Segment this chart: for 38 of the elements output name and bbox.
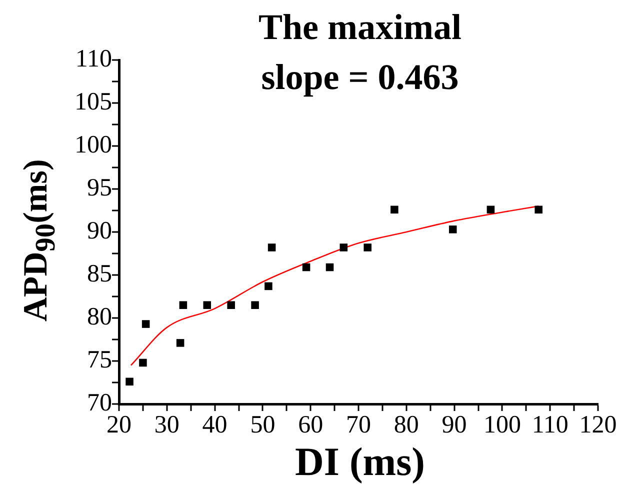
point	[227, 301, 235, 309]
y-tick-label: 85	[87, 260, 112, 288]
x-tick-label: 80	[394, 412, 419, 439]
point	[390, 206, 398, 214]
x-tick-label: 60	[298, 412, 324, 439]
point	[142, 320, 150, 328]
point	[340, 244, 348, 252]
y-tick-label: 80	[87, 304, 112, 331]
y-tick-label: 95	[87, 174, 112, 202]
x-tick-label: 110	[532, 412, 568, 439]
point	[364, 244, 372, 252]
y-tick-label: 90	[87, 218, 112, 245]
y-tick-label: 110	[75, 46, 112, 73]
x-tick-label: 50	[250, 412, 276, 439]
x-tick-label: 30	[154, 412, 180, 439]
point	[268, 244, 276, 252]
x-tick-label: 70	[346, 412, 371, 439]
point	[302, 263, 310, 272]
point	[203, 301, 212, 309]
x-tick-label: 100	[483, 412, 521, 439]
point	[251, 301, 259, 309]
point	[264, 282, 272, 290]
chart-title: The maximal slope = 0.463	[258, 6, 462, 99]
point	[179, 301, 188, 309]
y-tick-label: 105	[74, 88, 112, 116]
point	[176, 339, 184, 347]
y-tick-label: 75	[87, 346, 112, 374]
point	[126, 378, 134, 386]
point	[139, 358, 147, 367]
point	[448, 226, 457, 234]
x-axis-title: DI (ms)	[294, 438, 426, 485]
x-tick-label: 120	[579, 412, 617, 439]
x-tick-label: 90	[442, 412, 467, 439]
point	[486, 206, 495, 214]
point	[534, 206, 542, 214]
point	[326, 263, 334, 272]
x-tick-label: 40	[202, 412, 228, 439]
y-tick-label: 100	[74, 132, 112, 159]
